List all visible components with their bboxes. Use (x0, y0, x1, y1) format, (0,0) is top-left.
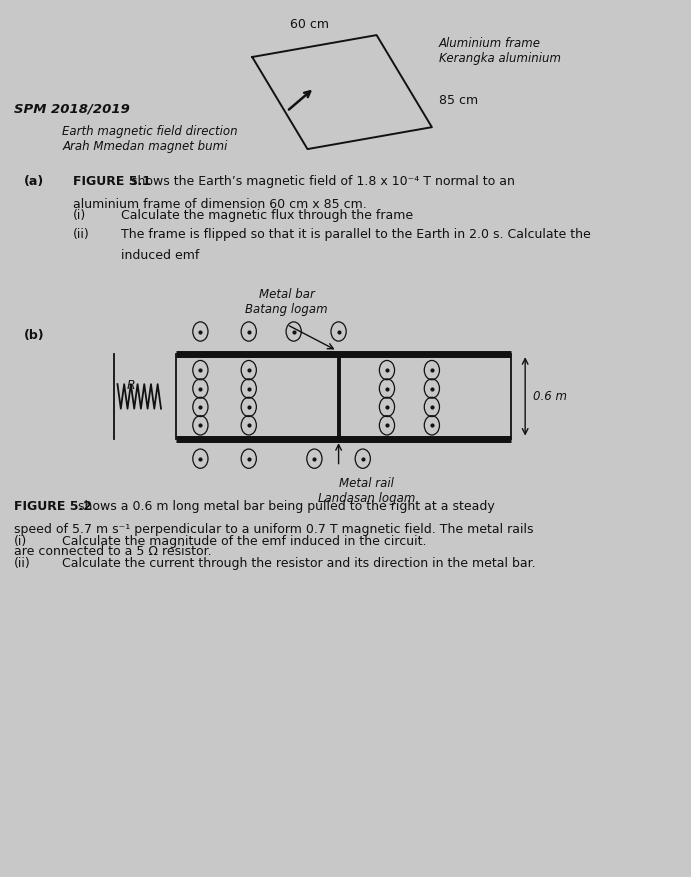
Text: Metal rail
Landasan logam: Metal rail Landasan logam (318, 477, 415, 505)
Text: aluminium frame of dimension 60 cm x 85 cm.: aluminium frame of dimension 60 cm x 85 … (73, 198, 366, 211)
Text: FIGURE 5.1: FIGURE 5.1 (73, 175, 155, 189)
Text: are connected to a 5 Ω resistor.: are connected to a 5 Ω resistor. (14, 545, 211, 559)
Text: 85 cm: 85 cm (439, 95, 478, 107)
Text: 60 cm: 60 cm (290, 18, 329, 31)
Text: The frame is flipped so that it is parallel to the Earth in 2.0 s. Calculate the: The frame is flipped so that it is paral… (121, 228, 591, 241)
Text: Earth magnetic field direction
Arah Mmedan magnet bumi: Earth magnetic field direction Arah Mmed… (62, 125, 238, 153)
Text: speed of 5.7 m s⁻¹ perpendicular to a uniform 0.7 T magnetic field. The metal ra: speed of 5.7 m s⁻¹ perpendicular to a un… (14, 523, 533, 536)
Text: Calculate the magnitude of the emf induced in the circuit.: Calculate the magnitude of the emf induc… (62, 535, 426, 548)
Text: R: R (127, 379, 135, 392)
Text: (b): (b) (24, 329, 45, 342)
Text: Aluminium frame
Kerangka aluminium: Aluminium frame Kerangka aluminium (439, 37, 561, 65)
Text: Metal bar
Batang logam: Metal bar Batang logam (245, 288, 328, 316)
Text: (i): (i) (14, 535, 27, 548)
Text: FIGURE 5.2: FIGURE 5.2 (14, 500, 96, 513)
Text: Calculate the magnetic flux through the frame: Calculate the magnetic flux through the … (121, 209, 413, 222)
Text: (ii): (ii) (14, 557, 30, 570)
Text: Calculate the current through the resistor and its direction in the metal bar.: Calculate the current through the resist… (62, 557, 536, 570)
Text: induced emf: induced emf (121, 249, 199, 262)
Text: (ii): (ii) (73, 228, 89, 241)
Text: SPM 2018/2019: SPM 2018/2019 (14, 103, 130, 116)
Text: shows a 0.6 m long metal bar being pulled to the right at a steady: shows a 0.6 m long metal bar being pulle… (78, 500, 495, 513)
Text: 0.6 m: 0.6 m (533, 390, 567, 403)
Text: (a): (a) (24, 175, 44, 189)
Text: shows the Earth’s magnetic field of 1.8 x 10⁻⁴ T normal to an: shows the Earth’s magnetic field of 1.8 … (131, 175, 515, 189)
Text: (i): (i) (73, 209, 86, 222)
